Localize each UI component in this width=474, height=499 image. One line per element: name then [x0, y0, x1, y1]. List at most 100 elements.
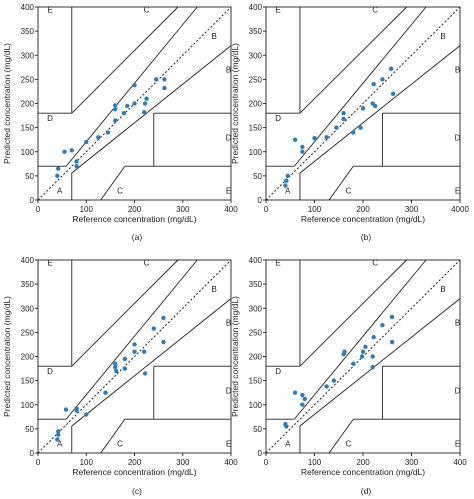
- data-point: [144, 96, 149, 101]
- data-point: [63, 407, 69, 412]
- identity-line: [37, 259, 232, 454]
- data-point: [370, 354, 375, 359]
- y-tick-label: 250: [249, 328, 263, 337]
- zone-c-boundary-line: [328, 165, 354, 201]
- y-tick-label: 150: [249, 377, 263, 386]
- y-tick-label: 100: [249, 148, 263, 157]
- x-axis-label: Reference concentration (mg/dL): [301, 214, 425, 224]
- data-point: [388, 66, 394, 71]
- data-point: [371, 335, 376, 340]
- data-point: [351, 361, 356, 366]
- y-tick-label: 50: [253, 425, 262, 434]
- data-point: [300, 402, 305, 407]
- data-point: [390, 91, 396, 97]
- zone-label-a: A: [285, 439, 291, 448]
- zone-label-d: D: [47, 114, 53, 123]
- zone-label-d: D: [275, 114, 281, 123]
- data-point: [292, 390, 298, 395]
- zone-a-boundary-line: [299, 298, 461, 427]
- y-tick-label: 100: [249, 401, 263, 410]
- data-point: [113, 364, 118, 370]
- x-tick-label: 100: [80, 205, 94, 214]
- data-point: [380, 77, 385, 82]
- zone-label-d: D: [226, 133, 232, 142]
- y-tick-label: 200: [21, 353, 35, 362]
- y-tick-label: 50: [253, 172, 262, 181]
- chart-panel-4: A B B C C D D E E 0 100 200 300 400 0 50 100 150 200 250 300…: [230, 256, 467, 496]
- data-point: [74, 164, 79, 169]
- x-tick-label: 400: [224, 205, 238, 214]
- panel-caption: (c): [132, 486, 142, 496]
- data-point: [142, 371, 148, 376]
- zone-label-e: E: [226, 186, 231, 195]
- y-tick-label: 350: [21, 280, 35, 289]
- zone-label-b: B: [226, 319, 231, 328]
- data-point: [302, 396, 307, 402]
- x-tick-label: 300: [405, 458, 419, 467]
- chart-panel-2: A B B C C D D E E 0 100 200 300 4000 0 50 100 150 200 250 30…: [230, 3, 469, 242]
- data-point: [324, 135, 329, 140]
- x-tick-label: 200: [356, 205, 370, 214]
- y-tick-label: 150: [21, 377, 35, 386]
- data-point: [113, 103, 118, 108]
- y-tick-label: 0: [258, 196, 263, 205]
- zone-label-d: D: [47, 367, 53, 376]
- zone-label-b: B: [211, 285, 216, 294]
- data-point: [380, 322, 385, 328]
- zone-label-e: E: [455, 186, 460, 195]
- data-point: [84, 139, 89, 145]
- y-axis-label: Predicted concentration (mg/dL): [230, 43, 240, 164]
- x-tick-label: 0: [36, 205, 41, 214]
- data-point: [141, 349, 147, 354]
- zone-label-d: D: [455, 386, 461, 395]
- y-axis-label: Predicted concentration (mg/dL): [230, 296, 240, 417]
- data-point: [125, 103, 130, 109]
- zone-label-e: E: [455, 439, 460, 448]
- data-point: [69, 148, 74, 153]
- zone-label-b: B: [211, 32, 216, 41]
- data-point: [285, 173, 291, 179]
- y-tick-label: 50: [25, 425, 34, 434]
- chart-panel-3: A B B C C D D E E 0 100 200 300 400 0 50 100 150 200 250 300…: [2, 256, 238, 496]
- x-axis-label: Reference concentration (mg/dL): [301, 467, 425, 477]
- zone-c-boundary-line: [328, 418, 354, 454]
- zone-c-boundary-line: [299, 259, 407, 367]
- zone-a-boundary-line: [65, 259, 198, 420]
- zone-label-c: C: [144, 5, 150, 14]
- data-point: [162, 77, 167, 82]
- zone-label-a: A: [57, 439, 63, 448]
- x-tick-label: 200: [128, 458, 142, 467]
- data-point: [161, 339, 166, 345]
- zone-label-e: E: [226, 439, 231, 448]
- x-tick-label: 100: [308, 458, 322, 467]
- data-point: [363, 344, 368, 350]
- panel-caption: (d): [361, 486, 372, 496]
- zone-label-d: D: [275, 367, 281, 376]
- x-tick-label: 400: [453, 458, 467, 467]
- y-tick-label: 400: [21, 3, 35, 12]
- y-tick-label: 150: [249, 124, 263, 133]
- zone-c-boundary-line: [299, 6, 407, 114]
- zone-label-e: E: [275, 258, 280, 267]
- x-tick-label: 0: [264, 205, 269, 214]
- data-point: [331, 378, 337, 383]
- panel-caption: (b): [361, 232, 372, 242]
- data-point: [334, 125, 339, 130]
- data-point: [370, 364, 375, 370]
- zone-c-boundary-line: [71, 259, 179, 367]
- x-tick-label: 300: [405, 205, 419, 214]
- zone-label-a: A: [57, 186, 63, 195]
- x-tick-label: 100: [308, 205, 322, 214]
- y-tick-label: 400: [21, 256, 35, 265]
- y-tick-label: 250: [249, 75, 263, 84]
- zone-label-a: A: [285, 186, 291, 195]
- y-tick-label: 250: [21, 75, 35, 84]
- y-tick-label: 350: [21, 27, 35, 36]
- zone-label-e: E: [275, 5, 280, 14]
- data-point: [283, 183, 288, 188]
- data-point: [371, 82, 376, 87]
- data-point: [284, 424, 289, 429]
- y-tick-label: 300: [249, 304, 263, 313]
- zone-label-b: B: [226, 66, 231, 75]
